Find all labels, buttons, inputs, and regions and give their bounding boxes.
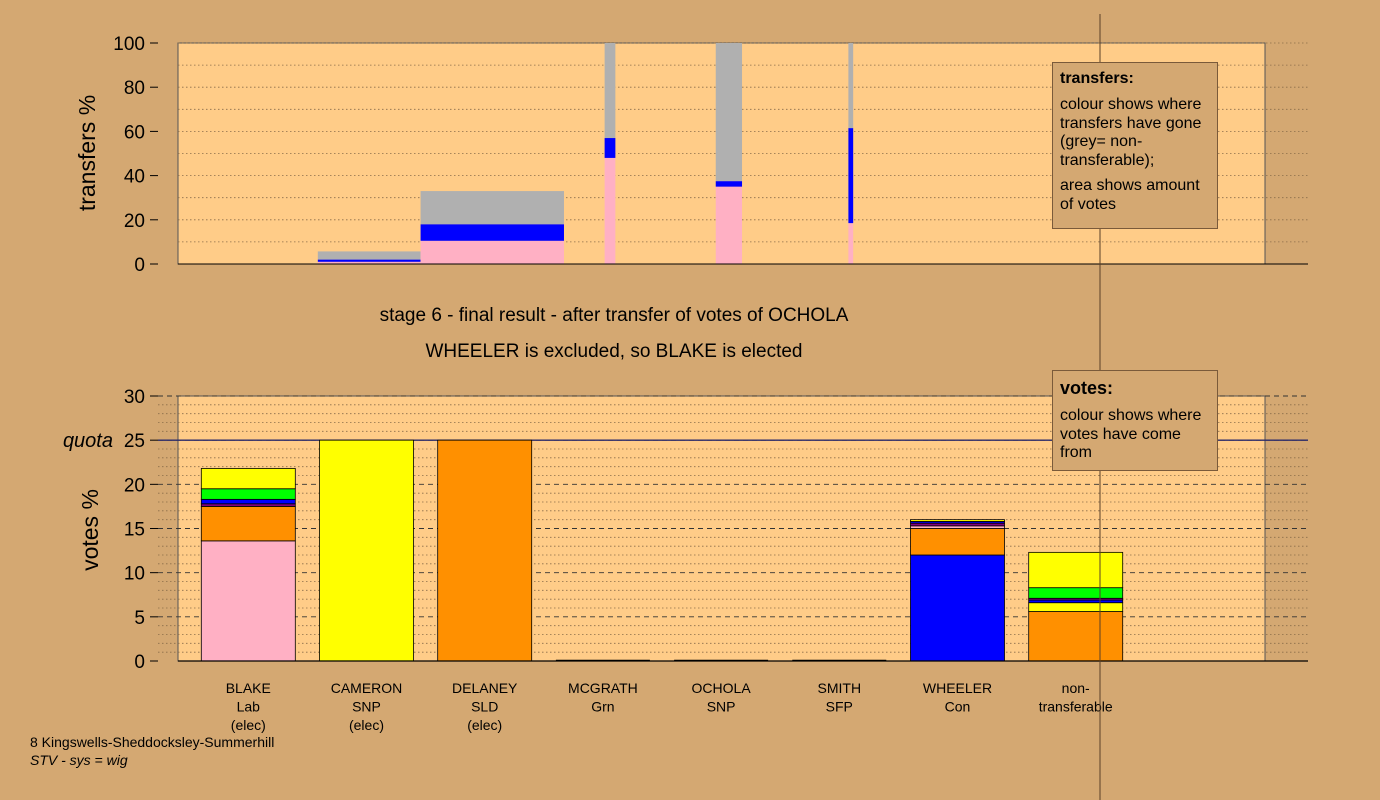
result-caption: WHEELER is excluded, so BLAKE is elected bbox=[425, 341, 803, 362]
transfer-segment-nontransferable bbox=[317, 251, 421, 260]
vote-segment-snp bbox=[1028, 551, 1124, 589]
transfer-segment-con bbox=[715, 181, 743, 187]
votes-ytick-label: 15 bbox=[124, 520, 145, 541]
vote-segment-sld bbox=[1028, 611, 1124, 662]
votes-ytick-label: 20 bbox=[124, 475, 145, 496]
transfer-segment-lab bbox=[317, 261, 421, 264]
vote-segment-snp bbox=[200, 468, 296, 490]
category-label: SLD bbox=[471, 699, 498, 715]
vote-segment-lab bbox=[200, 540, 296, 662]
transfer-segment-lab bbox=[604, 157, 616, 264]
category-label: BLAKE bbox=[226, 680, 271, 696]
category-label: MCGRATH bbox=[568, 680, 638, 696]
category-label: CAMERON bbox=[331, 680, 403, 696]
footer-constituency: 8 Kingswells-Sheddocksley-Summerhill bbox=[30, 734, 275, 750]
category-label: Grn bbox=[591, 699, 614, 715]
vote-segment-grn bbox=[1028, 587, 1124, 599]
transfer-segment-con bbox=[420, 224, 564, 241]
category-label: SNP bbox=[707, 699, 736, 715]
votes-ylabel: votes % bbox=[77, 489, 103, 571]
category-label: non- bbox=[1062, 680, 1090, 696]
category-label: (elec) bbox=[467, 717, 502, 733]
votes-legend-title: votes: bbox=[1060, 378, 1114, 398]
transfers-ytick-label: 80 bbox=[124, 78, 145, 99]
category-label: SMITH bbox=[818, 680, 862, 696]
transfer-segment-lab bbox=[420, 240, 564, 264]
category-label: DELANEY bbox=[452, 680, 518, 696]
transfer-segment-nontransferable bbox=[848, 43, 854, 129]
vote-segment-con bbox=[200, 498, 296, 505]
transfer-segment-nontransferable bbox=[420, 191, 564, 225]
transfers-ytick-label: 0 bbox=[134, 255, 145, 276]
votes-ytick-label: 25 bbox=[124, 431, 145, 452]
transfer-segment-con bbox=[848, 128, 854, 224]
votes-legend: votes: colour shows where votes have com… bbox=[1052, 370, 1218, 471]
transfers-ytick-label: 20 bbox=[124, 211, 145, 232]
category-label: transferable bbox=[1039, 699, 1113, 715]
votes-ytick-label: 10 bbox=[124, 564, 145, 585]
transfers-legend-text-2: area shows amount of votes bbox=[1060, 177, 1200, 213]
category-label: (elec) bbox=[349, 717, 384, 733]
transfer-segment-nontransferable bbox=[715, 43, 743, 182]
footer-system: STV - sys = wig bbox=[30, 752, 128, 768]
category-label: SFP bbox=[826, 699, 853, 715]
transfer-segment-con bbox=[604, 138, 616, 158]
category-label: Con bbox=[945, 699, 971, 715]
transfer-segment-lab bbox=[715, 186, 743, 264]
votes-ytick-label: 5 bbox=[134, 608, 145, 629]
transfer-segment-nontransferable bbox=[604, 43, 616, 139]
vote-segment-snp bbox=[1028, 602, 1124, 612]
transfer-segment-lab bbox=[848, 223, 854, 264]
transfers-ytick-label: 60 bbox=[124, 122, 145, 143]
category-label: OCHOLA bbox=[692, 680, 752, 696]
transfers-legend-text-1: colour shows where transfers have gone (… bbox=[1060, 96, 1202, 169]
quota-label: quota bbox=[63, 430, 113, 452]
vote-segment-sld bbox=[200, 506, 296, 542]
vote-segment-sld bbox=[910, 528, 1005, 556]
transfer-segment-con bbox=[317, 259, 421, 262]
vote-segment-snp bbox=[319, 439, 414, 662]
vote-segment-grn bbox=[200, 488, 296, 500]
category-label: (elec) bbox=[231, 717, 266, 733]
transfers-ylabel: transfers % bbox=[74, 95, 100, 211]
transfers-ytick-label: 100 bbox=[113, 34, 145, 55]
transfers-legend: transfers: colour shows where transfers … bbox=[1052, 62, 1218, 229]
votes-ytick-label: 30 bbox=[124, 387, 145, 408]
transfers-ytick-label: 40 bbox=[124, 167, 145, 188]
vote-segment-snp bbox=[910, 519, 1005, 522]
stage-caption: stage 6 - final result - after transfer … bbox=[379, 305, 849, 326]
category-label: Lab bbox=[237, 699, 261, 715]
vote-segment-sld bbox=[437, 439, 533, 662]
category-label: SNP bbox=[352, 699, 381, 715]
transfers-legend-title: transfers: bbox=[1060, 70, 1134, 87]
votes-legend-text: colour shows where votes have come from bbox=[1060, 407, 1202, 461]
vote-segment-con bbox=[910, 554, 1005, 662]
votes-ytick-label: 0 bbox=[134, 652, 145, 673]
category-label: WHEELER bbox=[923, 680, 992, 696]
